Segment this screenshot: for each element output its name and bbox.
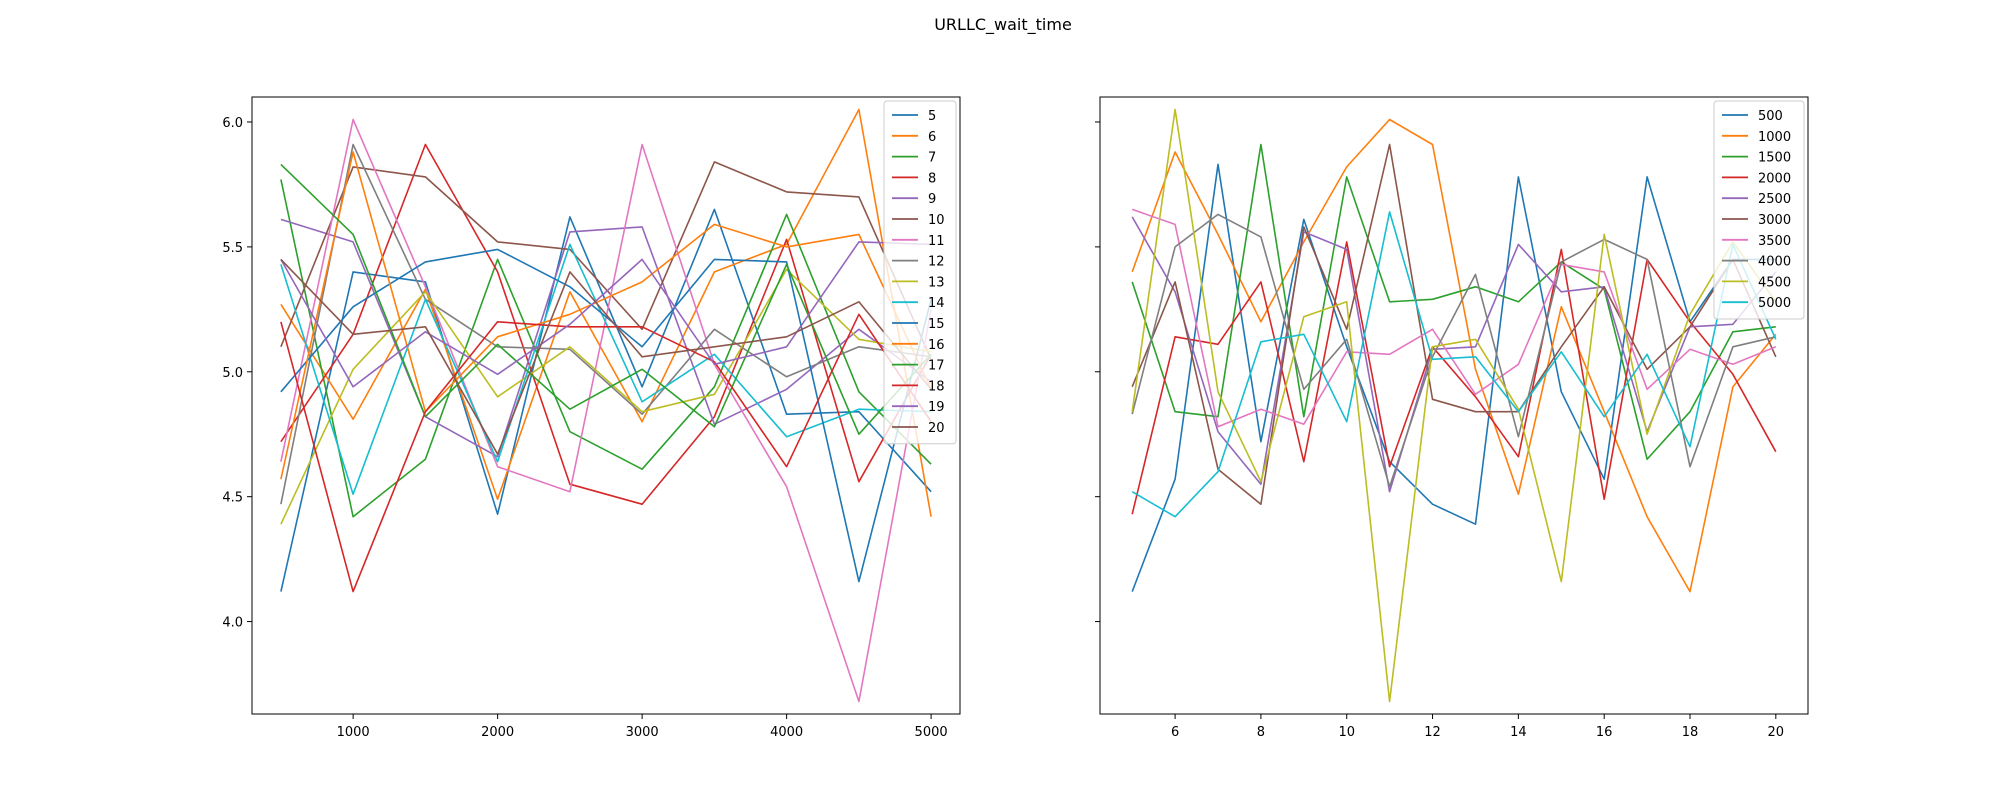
x-tick-label: 4000 bbox=[770, 725, 803, 740]
legend-label-500: 500 bbox=[1758, 109, 1783, 124]
legend-label-3500: 3500 bbox=[1758, 234, 1791, 249]
legend-box bbox=[883, 100, 957, 445]
legend-label-19: 19 bbox=[928, 400, 945, 415]
legend-label-8: 8 bbox=[928, 171, 936, 186]
x-tick-label: 8 bbox=[1257, 725, 1265, 740]
x-tick-label: 3000 bbox=[626, 725, 659, 740]
legend-label-13: 13 bbox=[928, 275, 945, 290]
x-tick-label: 12 bbox=[1424, 725, 1441, 740]
series-line-17 bbox=[280, 163, 932, 436]
legend-label-15: 15 bbox=[928, 317, 945, 332]
figure-title: URLLC_wait_time bbox=[934, 15, 1072, 35]
legend-label-4000: 4000 bbox=[1758, 255, 1791, 270]
legend-box bbox=[1713, 100, 1805, 320]
legend-label-3000: 3000 bbox=[1758, 213, 1791, 228]
legend-label-2500: 2500 bbox=[1758, 192, 1791, 207]
right-line-chart: 6 8 10 12 14 16 18 20 500 1000 1500 2000 2500 3000 350… bbox=[1095, 96, 1809, 740]
series-line-6 bbox=[280, 108, 932, 517]
plot-frame bbox=[251, 96, 961, 715]
x-tick-label: 2000 bbox=[481, 725, 514, 740]
legend-label-12: 12 bbox=[928, 255, 945, 270]
series-line-3500 bbox=[1131, 208, 1777, 428]
series-line-9 bbox=[280, 218, 932, 458]
legend-label-1500: 1500 bbox=[1758, 151, 1791, 166]
series-line-4500 bbox=[1131, 108, 1777, 703]
x-tick-label: 16 bbox=[1596, 725, 1613, 740]
legend: 5 6 7 8 9 10 11 12 13 14 15 16 17 18 19 20 bbox=[883, 100, 957, 445]
plot-frame bbox=[1099, 96, 1809, 715]
series-line-500 bbox=[1131, 163, 1776, 592]
series-line-1000 bbox=[1131, 118, 1777, 593]
y-tick-label: 4.0 bbox=[222, 616, 243, 631]
series-line-5 bbox=[280, 208, 932, 592]
legend-label-1000: 1000 bbox=[1758, 130, 1791, 145]
x-tick-label: 1000 bbox=[337, 725, 370, 740]
series-line-4000 bbox=[1131, 213, 1776, 488]
x-tick-label: 14 bbox=[1510, 725, 1527, 740]
legend-label-7: 7 bbox=[928, 151, 936, 166]
legend-label-18: 18 bbox=[928, 379, 945, 394]
series-line-12 bbox=[280, 143, 932, 505]
x-tick-label: 6 bbox=[1171, 725, 1179, 740]
series-line-19 bbox=[280, 241, 932, 388]
legend-label-16: 16 bbox=[928, 338, 945, 353]
series-line-5000 bbox=[1131, 211, 1777, 518]
legend-label-11: 11 bbox=[928, 234, 945, 249]
legend-label-6: 6 bbox=[928, 130, 936, 145]
y-tick-label: 6.0 bbox=[222, 116, 243, 131]
series-line-10 bbox=[280, 161, 932, 360]
series-line-2500 bbox=[1131, 216, 1777, 493]
series-line-1500 bbox=[1131, 143, 1776, 461]
legend-label-20: 20 bbox=[928, 421, 945, 436]
series-line-16 bbox=[280, 151, 932, 480]
series-line-2000 bbox=[1131, 241, 1777, 515]
series-line-11 bbox=[280, 118, 932, 703]
x-tick-label: 20 bbox=[1768, 725, 1785, 740]
legend-label-14: 14 bbox=[928, 296, 945, 311]
y-tick-label: 5.5 bbox=[222, 241, 243, 256]
x-tick-label: 18 bbox=[1682, 725, 1699, 740]
legend-label-2000: 2000 bbox=[1758, 171, 1791, 186]
legend-label-5000: 5000 bbox=[1758, 296, 1791, 311]
legend-label-4500: 4500 bbox=[1758, 275, 1791, 290]
series-line-8 bbox=[280, 143, 932, 506]
x-tick-label: 5000 bbox=[915, 725, 948, 740]
series-line-18 bbox=[280, 313, 932, 593]
x-tick-label: 10 bbox=[1338, 725, 1355, 740]
y-tick-label: 5.0 bbox=[222, 366, 243, 381]
series-line-3000 bbox=[1131, 143, 1777, 506]
legend-label-17: 17 bbox=[928, 359, 945, 374]
legend-label-9: 9 bbox=[928, 192, 936, 207]
left-line-chart: 1000 2000 3000 4000 5000 4.0 4.5 5.0 5.5 6.0 5 6 7 8 9… bbox=[222, 96, 961, 740]
series-line-20 bbox=[280, 258, 932, 456]
legend-label-10: 10 bbox=[928, 213, 945, 228]
legend-label-5: 5 bbox=[928, 109, 936, 124]
series-line-7 bbox=[280, 179, 932, 518]
y-tick-label: 4.5 bbox=[222, 491, 243, 506]
legend: 500 1000 1500 2000 2500 3000 3500 4000 4500 5000 bbox=[1713, 100, 1805, 320]
